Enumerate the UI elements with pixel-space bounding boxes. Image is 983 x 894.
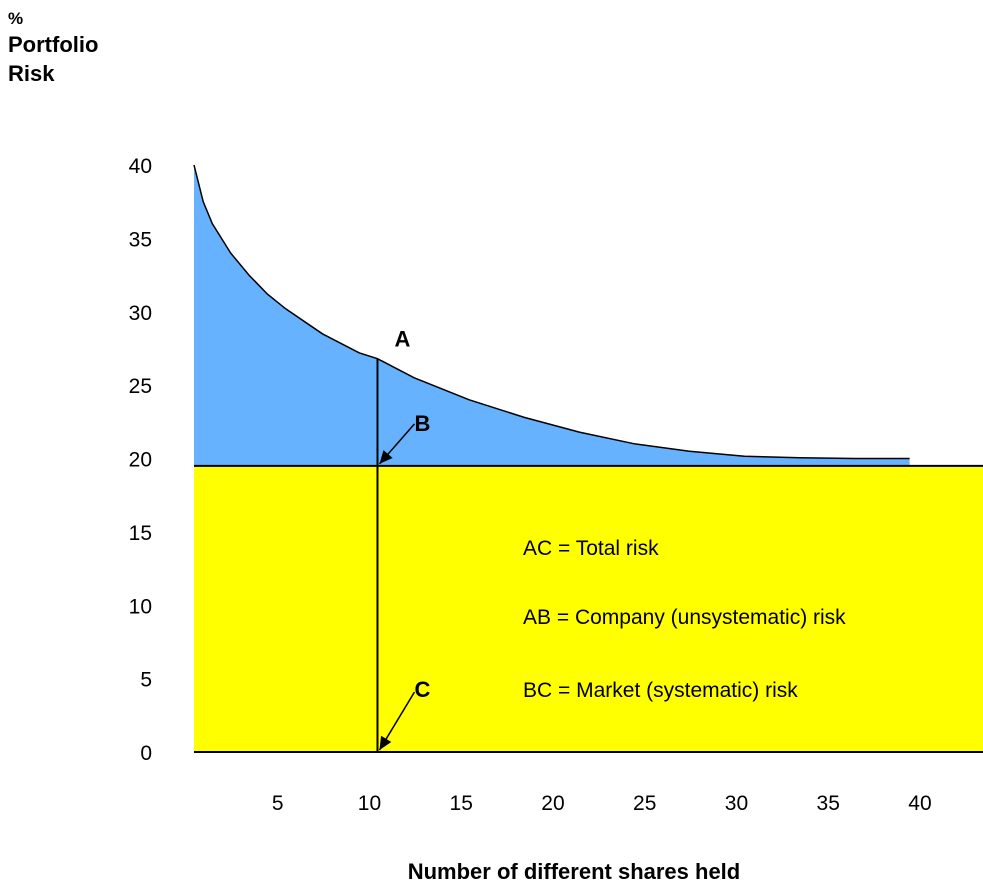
y-tick-label: 15	[129, 522, 152, 545]
x-tick-label: 30	[725, 792, 748, 815]
y-tick-label: 35	[129, 228, 152, 251]
annotation-market-risk: BC = Market (systematic) risk	[523, 679, 798, 702]
total-risk-curve	[193, 164, 910, 460]
x-tick-label: 5	[272, 792, 284, 815]
y-tick-label: 0	[140, 742, 152, 765]
y-tick-label: 40	[129, 155, 152, 178]
y-axis-label-line: Portfolio	[8, 32, 99, 57]
y-tick-label: 10	[129, 595, 152, 618]
annotation-company-risk: AB = Company (unsystematic) risk	[523, 606, 846, 629]
y-tick-label: 30	[129, 302, 152, 325]
y-tick-label: 5	[140, 669, 152, 692]
arrow-c-head	[379, 735, 392, 750]
x-tick-label: 25	[633, 792, 656, 815]
point-b-label: B	[414, 411, 430, 436]
x-tick-label: 40	[908, 792, 931, 815]
unsystematic-risk-area	[194, 165, 910, 466]
annotation-total-risk: AC = Total risk	[523, 537, 659, 560]
x-tick-label: 15	[450, 792, 473, 815]
systematic-risk-area	[194, 465, 983, 752]
point-c-label: C	[414, 677, 430, 702]
arrow-b-head	[379, 450, 393, 464]
y-tick-label: 20	[129, 449, 152, 472]
x-tick-labels: 5 10 15 20 25 30 35 40	[272, 792, 932, 815]
x-tick-label: 10	[358, 792, 381, 815]
y-axis-label-line: %	[8, 9, 24, 28]
y-axis-label: % Portfolio Risk	[8, 8, 98, 88]
y-tick-label: 25	[129, 375, 152, 398]
point-a-label: A	[394, 327, 410, 352]
x-tick-label: 35	[817, 792, 840, 815]
x-tick-label: 20	[541, 792, 564, 815]
y-axis-label-line: Risk	[8, 61, 55, 86]
y-tick-labels: 0 5 10 15 20 25 30 35 40	[129, 155, 152, 765]
x-axis-label: Number of different shares held	[408, 859, 741, 884]
